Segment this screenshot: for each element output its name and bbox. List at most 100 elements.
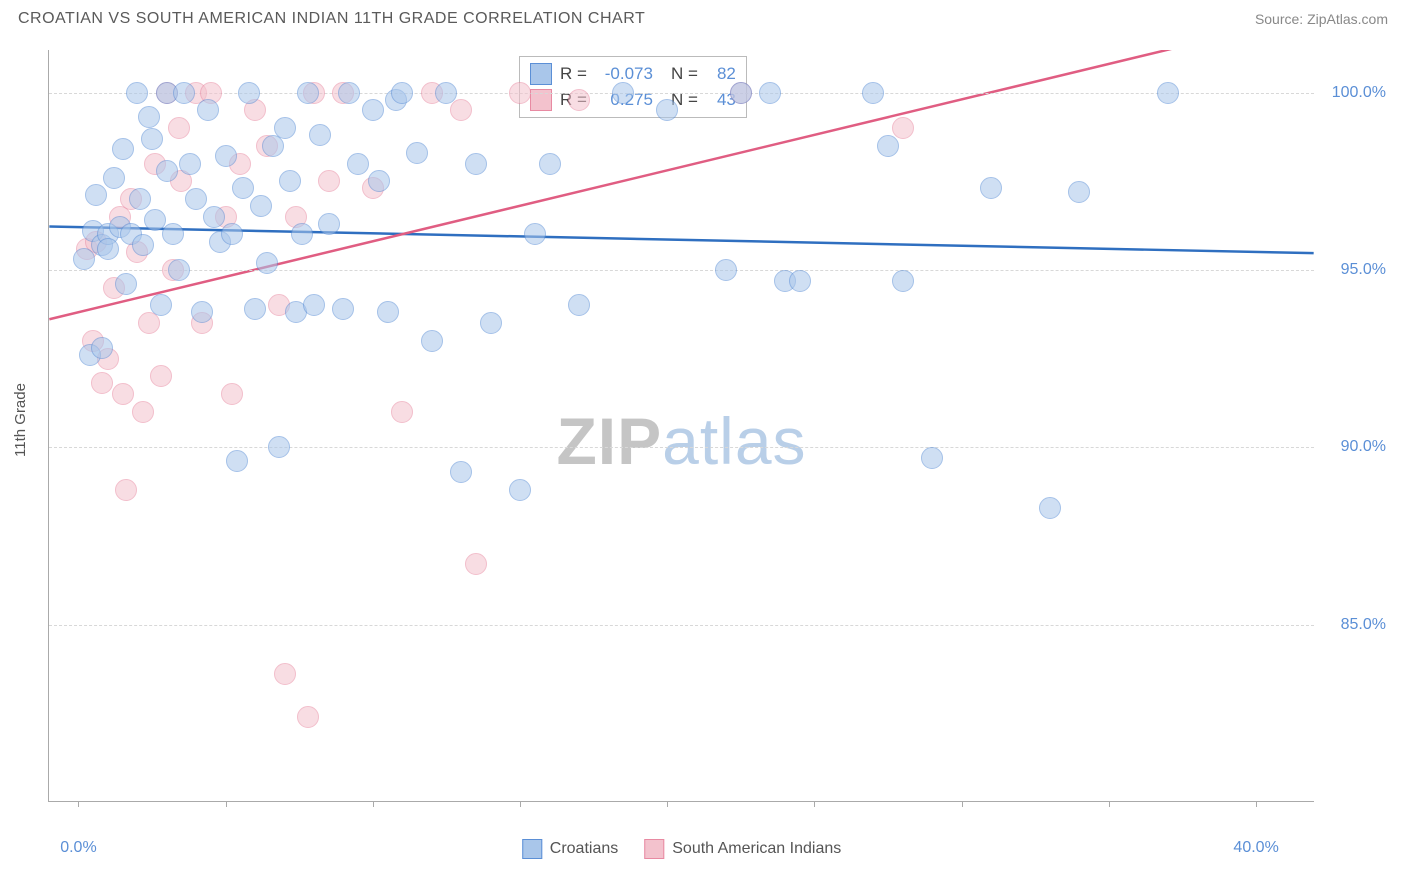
gridline — [49, 447, 1314, 448]
x-tick — [814, 801, 815, 807]
data-point — [892, 270, 914, 292]
data-point — [115, 479, 137, 501]
data-point — [465, 153, 487, 175]
x-tick — [962, 801, 963, 807]
chart-title: CROATIAN VS SOUTH AMERICAN INDIAN 11TH G… — [18, 10, 645, 28]
data-point — [238, 82, 260, 104]
data-point — [150, 365, 172, 387]
data-point — [332, 298, 354, 320]
data-point — [244, 298, 266, 320]
data-point — [179, 153, 201, 175]
data-point — [362, 99, 384, 121]
data-point — [291, 223, 313, 245]
data-point — [215, 145, 237, 167]
data-point — [509, 82, 531, 104]
data-point — [391, 401, 413, 423]
data-point — [141, 128, 163, 150]
x-tick — [1109, 801, 1110, 807]
x-tick — [520, 801, 521, 807]
data-point — [91, 372, 113, 394]
data-point — [232, 177, 254, 199]
data-point — [368, 170, 390, 192]
source-attribution: Source: ZipAtlas.com — [1255, 11, 1388, 27]
data-point — [221, 383, 243, 405]
data-point — [318, 213, 340, 235]
legend-swatch — [644, 839, 664, 859]
data-point — [1068, 181, 1090, 203]
data-point — [980, 177, 1002, 199]
data-point — [391, 82, 413, 104]
data-point — [268, 436, 290, 458]
data-point — [85, 184, 107, 206]
data-point — [203, 206, 225, 228]
data-point — [97, 238, 119, 260]
y-tick-label: 90.0% — [1326, 438, 1386, 456]
series-legend: Croatians South American Indians — [522, 839, 841, 859]
data-point — [197, 99, 219, 121]
data-point — [162, 223, 184, 245]
y-tick-label: 100.0% — [1326, 84, 1386, 102]
legend-n-label: N = — [671, 64, 698, 84]
data-point — [185, 188, 207, 210]
x-tick-label: 0.0% — [60, 839, 96, 857]
data-point — [256, 252, 278, 274]
data-point — [250, 195, 272, 217]
data-point — [309, 124, 331, 146]
x-tick — [78, 801, 79, 807]
data-point — [226, 450, 248, 472]
data-point — [297, 706, 319, 728]
data-point — [150, 294, 172, 316]
data-point — [112, 383, 134, 405]
data-point — [435, 82, 457, 104]
scatter-chart: ZIPatlas R =-0.073N =82R =0.275N =43 Cro… — [48, 50, 1314, 802]
x-tick — [1256, 801, 1257, 807]
data-point — [274, 117, 296, 139]
data-point — [112, 138, 134, 160]
data-point — [103, 167, 125, 189]
data-point — [730, 82, 752, 104]
legend-item: Croatians — [522, 839, 618, 859]
data-point — [406, 142, 428, 164]
data-point — [1157, 82, 1179, 104]
data-point — [568, 294, 590, 316]
legend-item: South American Indians — [644, 839, 841, 859]
data-point — [612, 82, 634, 104]
data-point — [132, 401, 154, 423]
data-point — [715, 259, 737, 281]
data-point — [524, 223, 546, 245]
data-point — [297, 82, 319, 104]
y-tick-label: 85.0% — [1326, 616, 1386, 634]
data-point — [115, 273, 137, 295]
legend-swatch — [522, 839, 542, 859]
data-point — [126, 82, 148, 104]
data-point — [892, 117, 914, 139]
legend-swatch — [530, 63, 552, 85]
gridline — [49, 270, 1314, 271]
watermark: ZIPatlas — [556, 403, 806, 479]
data-point — [568, 89, 590, 111]
data-point — [168, 259, 190, 281]
data-point — [156, 160, 178, 182]
x-tick — [373, 801, 374, 807]
data-point — [509, 479, 531, 501]
legend-label: Croatians — [550, 840, 618, 858]
data-point — [656, 99, 678, 121]
data-point — [132, 234, 154, 256]
data-point — [168, 117, 190, 139]
data-point — [921, 447, 943, 469]
y-axis-label: 11th Grade — [12, 383, 29, 457]
data-point — [450, 99, 472, 121]
y-tick-label: 95.0% — [1326, 261, 1386, 279]
data-point — [480, 312, 502, 334]
data-point — [377, 301, 399, 323]
data-point — [1039, 497, 1061, 519]
data-point — [539, 153, 561, 175]
data-point — [129, 188, 151, 210]
data-point — [450, 461, 472, 483]
x-tick-label: 40.0% — [1233, 839, 1278, 857]
data-point — [789, 270, 811, 292]
data-point — [138, 106, 160, 128]
data-point — [877, 135, 899, 157]
data-point — [465, 553, 487, 575]
data-point — [303, 294, 325, 316]
